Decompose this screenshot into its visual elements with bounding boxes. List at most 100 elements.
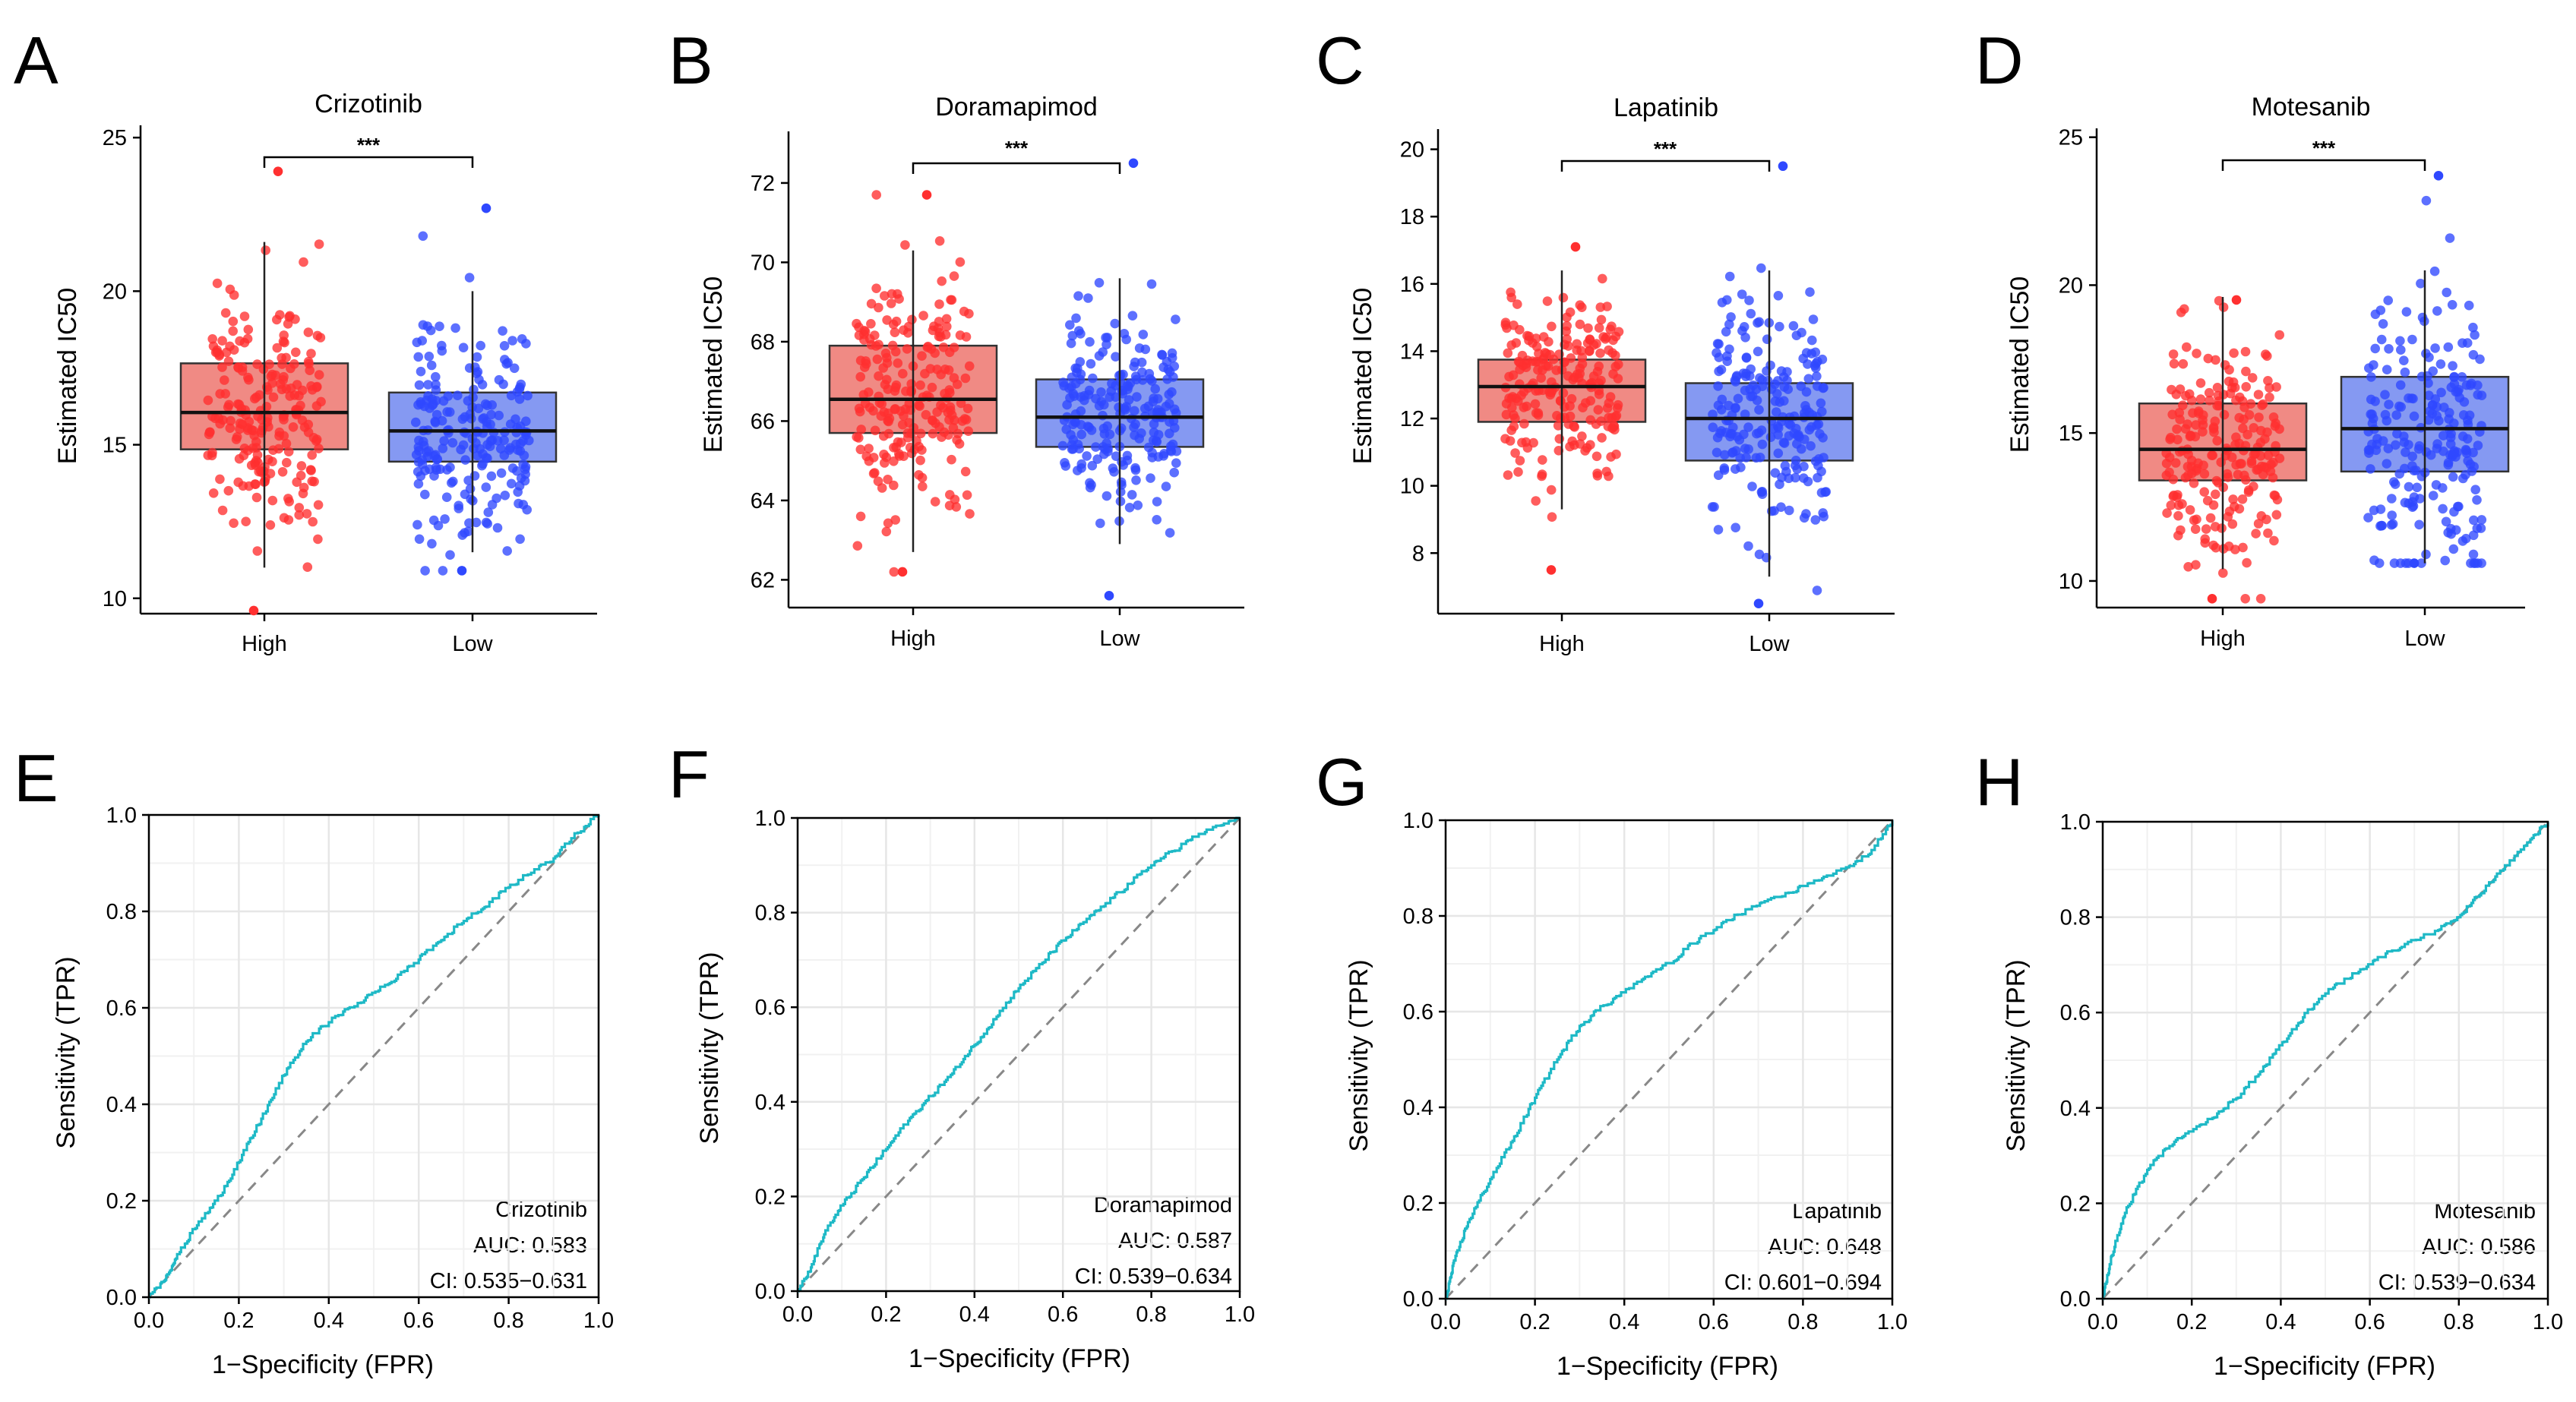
data-point bbox=[955, 257, 966, 267]
data-point bbox=[1546, 565, 1557, 575]
data-point bbox=[1148, 396, 1158, 407]
data-point bbox=[2448, 472, 2458, 482]
data-point bbox=[454, 500, 463, 510]
data-point bbox=[2423, 378, 2433, 388]
data-point bbox=[2263, 528, 2273, 538]
data-point bbox=[2400, 367, 2410, 377]
data-point bbox=[2449, 371, 2459, 382]
data-point bbox=[229, 290, 239, 300]
data-point bbox=[2383, 444, 2394, 453]
data-point bbox=[1103, 447, 1113, 456]
data-point bbox=[1712, 348, 1721, 358]
y-tick-label: 70 bbox=[751, 251, 775, 275]
data-point bbox=[1755, 373, 1765, 384]
data-point bbox=[523, 390, 533, 401]
roc-panel-e: Sensitivity (TPR) 1−Specificity (FPR) Cr… bbox=[52, 804, 614, 1379]
data-point bbox=[268, 392, 279, 403]
data-point bbox=[1803, 359, 1813, 369]
data-point bbox=[2438, 504, 2448, 514]
data-point bbox=[445, 463, 455, 472]
data-point bbox=[2184, 389, 2195, 399]
data-point bbox=[2217, 523, 2227, 533]
data-point bbox=[2377, 520, 2387, 531]
y-tick-label: 0.0 bbox=[2060, 1287, 2091, 1312]
data-point bbox=[2231, 295, 2242, 305]
data-point bbox=[278, 412, 289, 422]
data-point bbox=[1538, 365, 1547, 375]
data-point bbox=[243, 324, 254, 335]
roc-curve bbox=[1445, 820, 1894, 1300]
data-point bbox=[229, 518, 239, 529]
data-point bbox=[964, 308, 974, 319]
data-point bbox=[500, 491, 510, 500]
data-point bbox=[2463, 456, 2473, 466]
data-point bbox=[2172, 424, 2182, 434]
data-point bbox=[949, 271, 959, 281]
data-point bbox=[2207, 450, 2217, 460]
data-point bbox=[934, 331, 944, 342]
data-point bbox=[437, 346, 447, 356]
data-point bbox=[228, 326, 239, 336]
data-point bbox=[424, 352, 435, 362]
data-point bbox=[2265, 383, 2274, 393]
data-point bbox=[1076, 463, 1086, 473]
data-point bbox=[420, 566, 430, 576]
data-point bbox=[946, 295, 956, 305]
data-point bbox=[431, 371, 441, 382]
data-point bbox=[2239, 470, 2249, 481]
data-point bbox=[951, 502, 962, 512]
data-point bbox=[273, 166, 283, 176]
data-point bbox=[886, 298, 896, 308]
data-point bbox=[498, 326, 507, 336]
data-point bbox=[2261, 349, 2271, 359]
x-tick-label: 0.8 bbox=[1787, 1310, 1818, 1334]
data-point bbox=[311, 382, 322, 393]
data-point bbox=[890, 327, 900, 338]
data-point bbox=[1582, 443, 1592, 453]
data-point bbox=[1805, 287, 1815, 297]
data-point bbox=[1819, 453, 1828, 463]
data-point bbox=[1708, 422, 1718, 432]
data-point bbox=[1137, 367, 1147, 377]
data-point bbox=[1713, 381, 1723, 391]
data-point bbox=[1740, 385, 1750, 396]
data-point bbox=[1162, 374, 1172, 384]
data-point bbox=[2476, 523, 2486, 533]
data-point bbox=[2170, 458, 2181, 468]
data-point bbox=[2224, 376, 2234, 387]
data-point bbox=[1512, 299, 1522, 309]
data-point bbox=[1073, 363, 1083, 374]
data-point bbox=[1574, 373, 1584, 383]
data-point bbox=[2242, 557, 2252, 568]
data-point bbox=[1773, 448, 1784, 459]
data-point bbox=[411, 417, 421, 428]
data-point bbox=[232, 432, 242, 442]
legend-auc: AUC: 0.586 bbox=[2422, 1235, 2536, 1259]
y-tick-label: 1.0 bbox=[755, 807, 785, 831]
data-point bbox=[915, 380, 925, 390]
data-point bbox=[412, 519, 422, 530]
data-point bbox=[2390, 479, 2401, 489]
data-point bbox=[270, 370, 281, 380]
legend-ci: CI: 0.539−0.634 bbox=[1075, 1265, 1232, 1289]
data-point bbox=[299, 257, 308, 267]
data-point bbox=[1528, 356, 1538, 366]
data-point bbox=[2467, 466, 2477, 476]
data-point bbox=[2384, 344, 2394, 354]
data-point bbox=[1066, 338, 1076, 349]
data-point bbox=[872, 354, 883, 365]
panel-letter-g: G bbox=[1316, 744, 1367, 819]
data-point bbox=[1607, 412, 1617, 423]
data-point bbox=[1147, 453, 1158, 463]
data-point bbox=[1810, 347, 1821, 358]
significance-label: *** bbox=[2312, 137, 2336, 159]
data-point bbox=[2472, 495, 2482, 505]
data-point bbox=[426, 360, 437, 371]
data-point bbox=[1506, 425, 1516, 435]
x-tick-label: Low bbox=[1099, 627, 1140, 651]
y-tick-label: 20 bbox=[1400, 138, 1424, 163]
panel-title: Motesanib bbox=[2252, 93, 2371, 122]
data-point bbox=[2407, 451, 2417, 462]
data-point bbox=[1575, 319, 1585, 330]
data-point bbox=[233, 363, 244, 373]
